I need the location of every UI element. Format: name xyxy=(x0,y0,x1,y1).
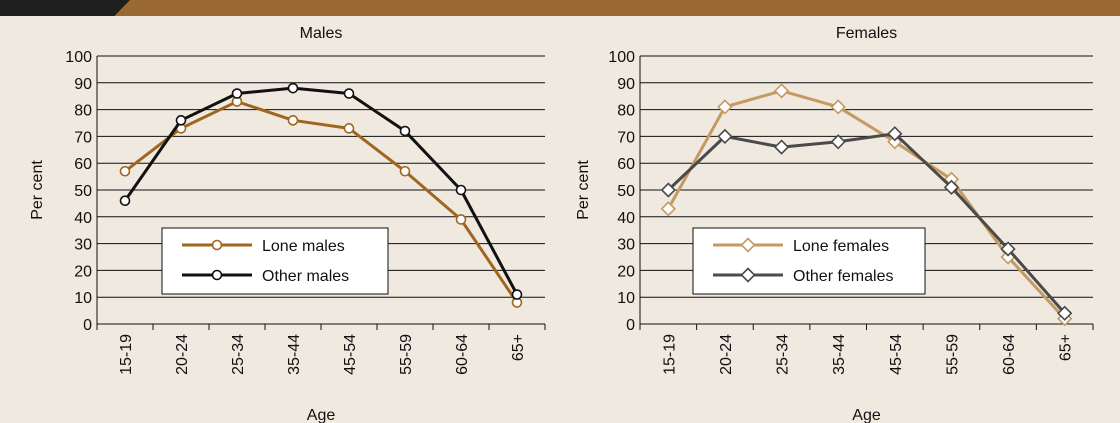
legend-box xyxy=(692,227,926,295)
series-other-females xyxy=(660,126,1073,321)
x-tick-label: 55-59 xyxy=(398,334,415,375)
y-tick-label: 90 xyxy=(617,76,635,93)
x-tick-label: 55-59 xyxy=(944,334,961,375)
data-point xyxy=(511,289,523,300)
legend-box xyxy=(161,227,389,295)
series-line xyxy=(123,86,519,296)
y-tick-label: 60 xyxy=(617,156,635,173)
data-point xyxy=(399,125,411,137)
series-line xyxy=(124,100,519,304)
data-point xyxy=(287,82,299,94)
data-point xyxy=(287,115,299,126)
data-point xyxy=(343,123,355,134)
legend: Lone males Other males xyxy=(161,227,389,295)
series-line xyxy=(667,89,1066,320)
x-tick-label: 20-24 xyxy=(718,334,735,375)
series-other-males xyxy=(119,82,523,300)
x-tick-label: 15-19 xyxy=(118,334,135,375)
y-tick-label: 20 xyxy=(617,263,635,280)
y-tick-label: 70 xyxy=(617,129,635,146)
x-tick-label: 45-54 xyxy=(888,334,905,375)
series-line xyxy=(667,132,1066,315)
chart-title: Females xyxy=(836,25,897,42)
data-point xyxy=(119,165,131,177)
x-tick-label: 25-34 xyxy=(230,334,247,375)
chart-males: Males 0 10 20 30 40 50 60 70 80 90 100 15-19 20-24 25-… xyxy=(29,25,546,423)
data-point xyxy=(660,201,676,217)
y-tick-label: 80 xyxy=(74,103,92,120)
data-point xyxy=(830,134,846,150)
data-point xyxy=(455,214,467,225)
legend-swatch-marker xyxy=(211,269,223,281)
header-bar-accent xyxy=(0,0,130,16)
y-tick-label: 90 xyxy=(74,76,92,93)
y-axis-title: Per cent xyxy=(575,160,592,220)
y-tick-label: 70 xyxy=(74,129,92,146)
x-tick-label: 45-54 xyxy=(342,334,359,375)
x-tick-label: 15-19 xyxy=(661,334,678,375)
legend-label: Other males xyxy=(262,268,349,285)
data-point xyxy=(830,99,846,115)
legend-swatch-marker xyxy=(211,239,223,251)
x-tick-label: 60-64 xyxy=(454,334,471,375)
data-point xyxy=(119,195,131,207)
y-tick-label: 0 xyxy=(626,317,635,334)
y-tick-label: 30 xyxy=(617,237,635,254)
y-tick-label: 20 xyxy=(74,263,92,280)
x-tick-label: 35-44 xyxy=(831,334,848,375)
data-point xyxy=(660,182,676,198)
y-tick-label: 60 xyxy=(74,156,92,173)
legend: Lone females Other females xyxy=(692,227,926,295)
x-axis-title: Age xyxy=(307,407,336,423)
y-tick-label: 100 xyxy=(608,49,635,66)
legend-label: Lone females xyxy=(793,238,889,255)
chart-title: Males xyxy=(300,25,343,42)
legend-swatch-marker xyxy=(740,267,756,283)
y-axis-title: Per cent xyxy=(29,160,46,220)
data-point xyxy=(887,126,903,142)
x-tick-label: 25-34 xyxy=(775,334,792,375)
y-tick-label: 0 xyxy=(83,317,92,334)
legend-label: Other females xyxy=(793,268,893,285)
y-tick-label: 10 xyxy=(74,290,92,307)
header-bar xyxy=(0,0,1120,16)
data-point xyxy=(455,184,467,196)
data-point xyxy=(717,99,733,115)
data-point xyxy=(231,88,243,99)
data-point xyxy=(773,83,790,99)
y-tick-label: 10 xyxy=(617,290,635,307)
y-tick-label: 40 xyxy=(617,210,635,227)
data-point xyxy=(1000,241,1016,257)
x-tick-label: 20-24 xyxy=(174,334,191,375)
data-point xyxy=(343,88,355,99)
y-tick-label: 80 xyxy=(617,103,635,120)
y-tick-label: 50 xyxy=(74,183,92,200)
x-tick-label: 65+ xyxy=(1058,334,1075,361)
y-tick-label: 50 xyxy=(617,183,635,200)
data-point xyxy=(717,128,733,145)
legend-swatch-marker xyxy=(740,237,756,253)
data-point xyxy=(943,179,960,195)
y-tick-label: 100 xyxy=(65,49,92,66)
data-point xyxy=(1057,305,1073,321)
y-tick-label: 40 xyxy=(74,210,92,227)
x-tick-label: 65+ xyxy=(510,334,527,361)
legend-label: Lone males xyxy=(262,238,345,255)
x-tick-label: 35-44 xyxy=(286,334,303,375)
y-tick-label: 30 xyxy=(74,237,92,254)
data-point xyxy=(773,139,790,155)
data-point xyxy=(175,115,187,126)
x-axis-title: Age xyxy=(852,407,881,423)
x-tick-label: 60-64 xyxy=(1001,334,1018,375)
chart-females: Females 0 10 20 30 40 50 60 70 80 90 100 15-19 20-24 2… xyxy=(575,25,1094,423)
data-point xyxy=(399,165,411,177)
